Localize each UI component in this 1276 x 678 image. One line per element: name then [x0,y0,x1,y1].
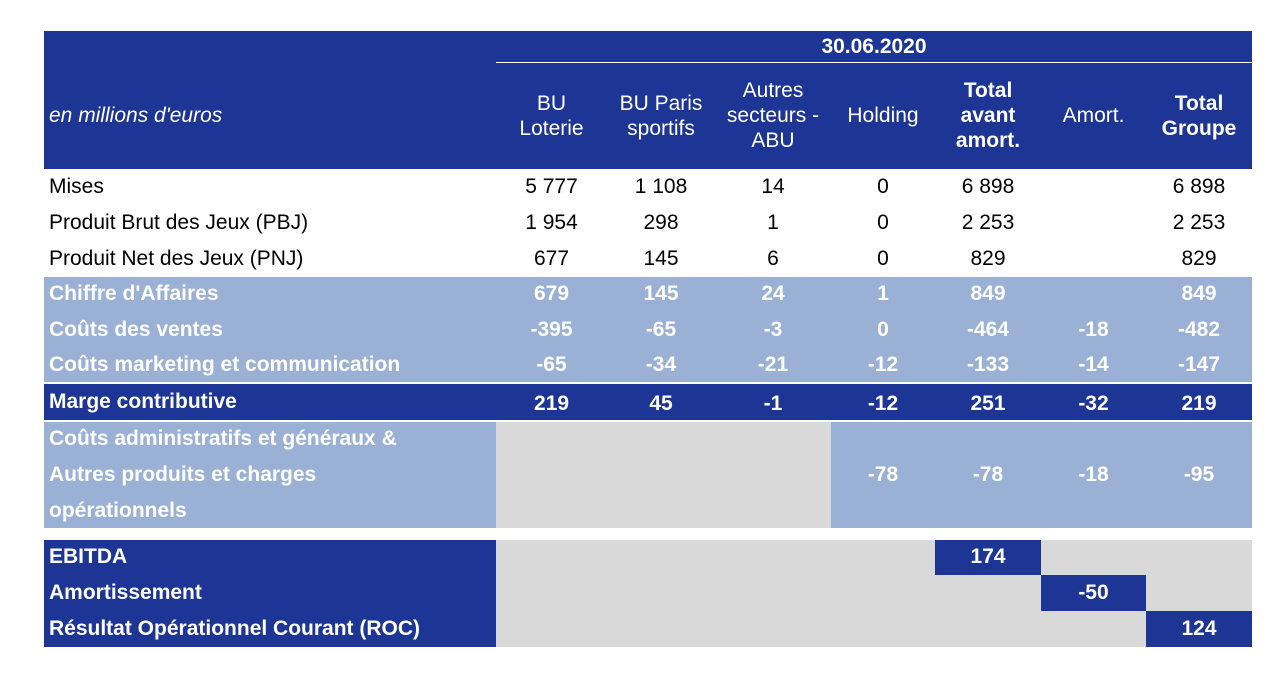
cell-value: 6 898 [1172,175,1226,199]
ebitda-value: 174 [935,540,1041,575]
row-label-pnj: Produit Net des Jeux (PNJ) [49,246,304,270]
row-label-line: opérationnels [49,498,187,522]
cell-value: 219 [496,384,607,420]
cell-value: -395 [496,312,607,348]
cell-value: -18 [1041,312,1146,348]
cell-value: -1 [715,384,831,420]
col-header-line: Total [1174,91,1224,115]
col-header-line: Autres [742,79,804,103]
cell-value: 298 [643,210,679,234]
cell-value: -12 [831,384,935,420]
cell-value: -147 [1146,348,1252,382]
cell-value: 2 253 [961,210,1015,234]
cell-value: -3 [715,312,831,348]
cell-value: 5 777 [525,175,578,199]
amortissement-value: -50 [1041,575,1146,611]
cell-value: 1 108 [634,175,688,199]
header-date: 30.06.2020 [496,33,1252,61]
col-header-line: Holding [847,104,919,128]
header-divider [496,62,1252,63]
cell-value: -78 [831,422,935,528]
header-unit-label: en millions d'euros [44,64,496,169]
cell-value: 45 [607,384,715,420]
row-label-amortissement: Amortissement [44,575,496,611]
cell-value: 219 [1146,384,1252,420]
cell-value: 849 [1146,277,1252,312]
cell-value: 1 [831,277,935,312]
cell-value: -65 [607,312,715,348]
row-label-pbj: Produit Brut des Jeux (PBJ) [49,210,309,234]
cell-value [1041,241,1146,277]
cell-value: -14 [1041,348,1146,382]
cell-value: -65 [496,348,607,382]
row-label-couts-marketing: Coûts marketing et communication [44,348,496,382]
cell-value: -95 [1146,422,1252,528]
col-header-bu-loterie: BU Loterie [496,64,607,169]
col-header-line: BU Paris [619,91,703,115]
row-label-marge-contributive: Marge contributive [44,384,496,420]
cell-value: 0 [877,175,889,199]
row-label-ebitda: EBITDA [44,540,496,575]
cell-value: -21 [715,348,831,382]
col-header-holding: Holding [831,64,935,169]
col-header-line: Groupe [1161,116,1237,140]
cell-value: -464 [935,312,1041,348]
col-header-total-avant: Total avant amort. [935,64,1041,169]
col-header-total-groupe: Total Groupe [1146,64,1252,169]
cell-value: 6 [767,246,779,270]
cell-value [1041,170,1146,205]
cell-value: 829 [970,246,1006,270]
cell-value [1041,205,1146,241]
cell-value: -78 [935,422,1041,528]
cell-value: 0 [877,246,889,270]
row-label-chiffre-affaires: Chiffre d'Affaires [44,277,496,312]
cell-value: 24 [715,277,831,312]
cell-value: 829 [1181,246,1217,270]
cell-value: -482 [1146,312,1252,348]
cell-value: 251 [935,384,1041,420]
col-header-amort: Amort. [1041,64,1146,169]
cell-value [1041,277,1146,312]
row-label-couts-admin: Coûts administratifs et généraux & Autre… [44,422,496,528]
col-header-line: secteurs - [726,104,820,128]
col-header-line: BU [536,91,567,115]
roc-value: 124 [1146,611,1252,647]
cell-value: 0 [831,312,935,348]
cell-value: 849 [935,277,1041,312]
cell-value: 679 [496,277,607,312]
col-header-bu-paris: BU Paris sportifs [607,64,715,169]
col-header-line: Amort. [1062,104,1125,128]
row-label-roc: Résultat Opérationnel Courant (ROC) [44,611,496,647]
cell-value: -32 [1041,384,1146,420]
cell-value: -18 [1041,422,1146,528]
cell-value: 1 [767,210,779,234]
col-header-line: amort. [955,128,1021,152]
cell-value: -12 [831,348,935,382]
row-label-couts-ventes: Coûts des ventes [44,312,496,348]
cell-value: -34 [607,348,715,382]
cell-value: 0 [877,210,889,234]
cell-value: 145 [643,246,679,270]
col-header-line: Loterie [519,116,584,140]
cell-value: 2 253 [1172,210,1226,234]
row-label-line: Autres produits et charges [49,463,317,487]
col-header-autres: Autres secteurs - ABU [715,64,831,169]
cell-value: 6 898 [961,175,1015,199]
cell-value: -133 [935,348,1041,382]
row-label-line: Coûts administratifs et généraux & [49,427,397,451]
col-header-line: sportifs [627,116,695,140]
grey-empty-block [496,422,831,528]
cell-value: 677 [533,246,570,270]
col-header-line: avant [960,104,1016,128]
cell-value: 14 [761,175,785,199]
cell-value: 145 [607,277,715,312]
col-header-line: ABU [751,128,795,152]
cell-value: 1 954 [525,210,578,234]
row-label-mises: Mises [49,175,104,199]
col-header-line: Total [963,79,1013,103]
